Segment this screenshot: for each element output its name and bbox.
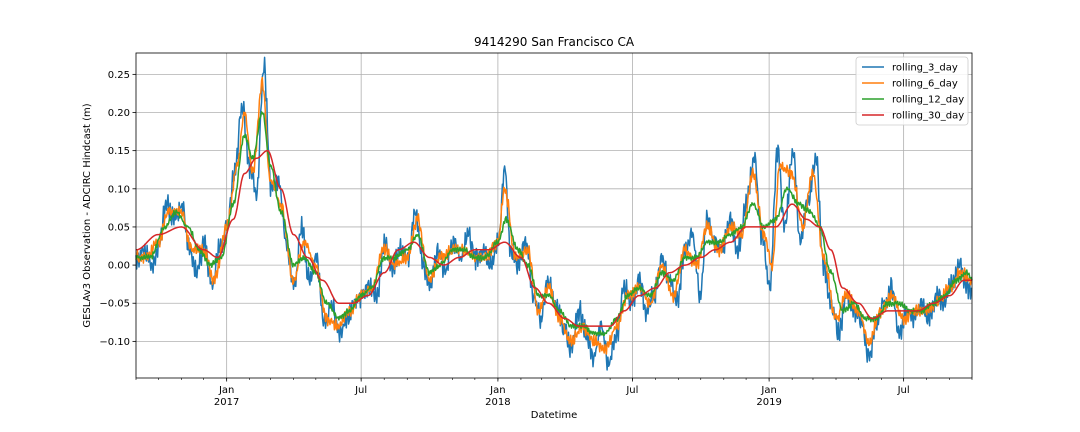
x-tick-label: Jan xyxy=(218,385,234,396)
y-tick-label: −0.05 xyxy=(99,299,130,310)
y-axis: −0.10 −0.05 0.00 0.05 0.10 0.15 0.20 0.25 xyxy=(99,70,136,348)
series-line-rolling-12-day xyxy=(135,111,973,337)
plot-frame xyxy=(135,52,973,379)
x-tick-label: Jan xyxy=(489,385,505,396)
series-layer xyxy=(135,56,973,371)
y-tick-label: 0.00 xyxy=(108,261,130,272)
x-tick-label: Jul xyxy=(354,385,367,396)
y-axis-title: GESLAv3 Observation - ADCIRC Hindcast (m… xyxy=(82,103,93,327)
legend-label: rolling_12_day xyxy=(892,95,964,106)
series-line-rolling-30-day xyxy=(135,149,973,327)
x-tick-label: Jul xyxy=(625,385,638,396)
x-axis-title: Datetime xyxy=(531,410,578,421)
y-tick-label: 0.10 xyxy=(108,184,130,195)
x-tick-year-label: 2018 xyxy=(485,397,510,408)
legend: rolling_3_day rolling_6_day rolling_12_day… xyxy=(855,56,969,126)
y-tick-label: 0.25 xyxy=(108,70,130,81)
legend-label: rolling_30_day xyxy=(892,111,964,122)
legend-box xyxy=(855,56,969,126)
x-tick-label: Jul xyxy=(897,385,910,396)
y-tick-label: −0.10 xyxy=(99,337,130,348)
x-tick-label: Jan xyxy=(760,385,776,396)
x-tick-year-label: 2019 xyxy=(756,397,781,408)
legend-label: rolling_6_day xyxy=(892,79,958,90)
chart-title: 9414290 San Francisco CA xyxy=(474,35,635,49)
y-tick-label: 0.05 xyxy=(108,222,130,233)
y-tick-label: 0.20 xyxy=(108,108,130,119)
x-tick-year-label: 2017 xyxy=(214,397,239,408)
y-tick-label: 0.15 xyxy=(108,146,130,157)
legend-label: rolling_3_day xyxy=(892,63,958,74)
